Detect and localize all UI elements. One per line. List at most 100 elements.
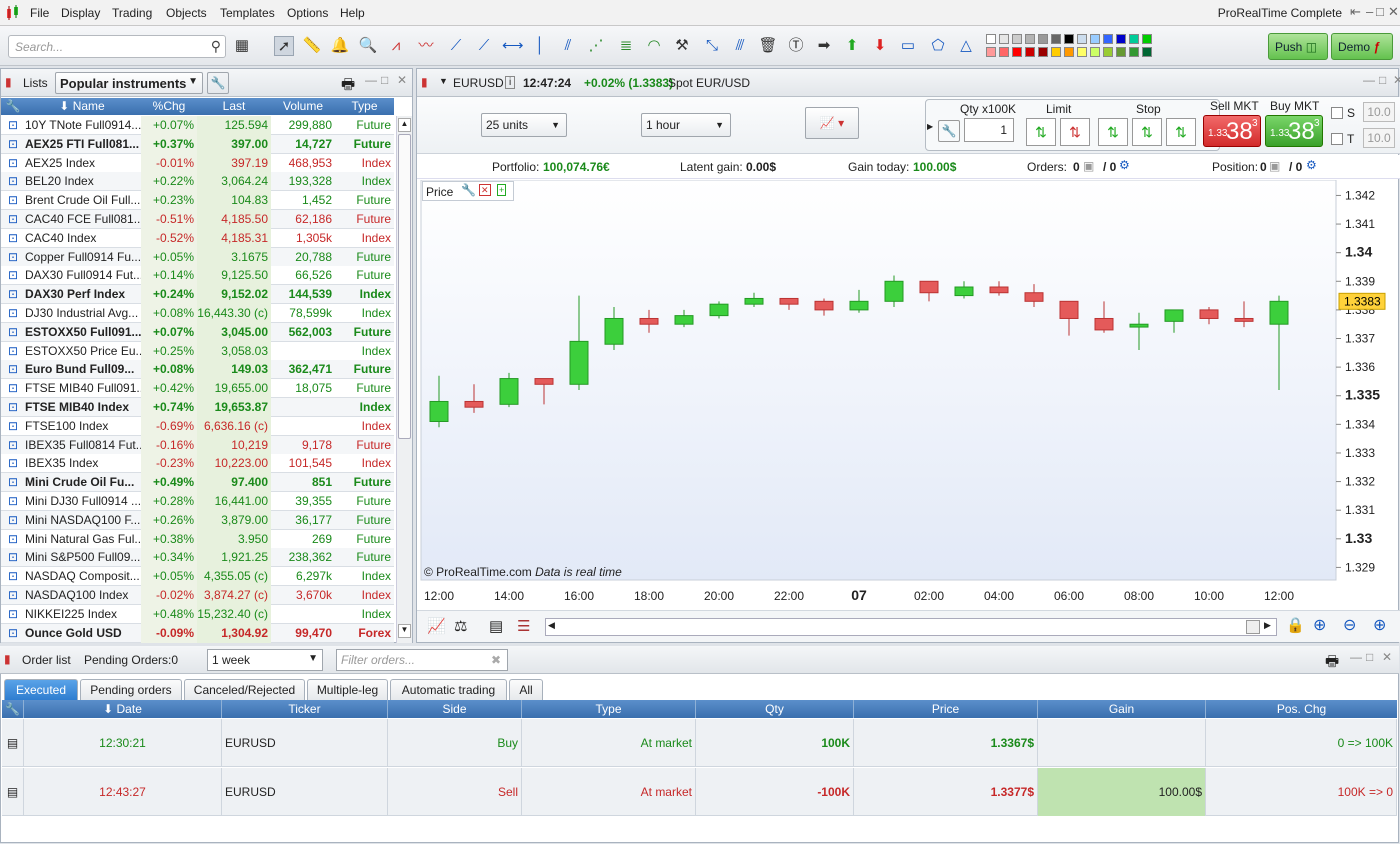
list-item[interactable]: ⊡ Brent Crude Oil Full... +0.23% 104.83 1,45…	[1, 191, 394, 211]
list-item[interactable]: ⊡ AEX25 Index -0.01% 397.19 468,953 Index	[1, 153, 394, 173]
close-panel-button[interactable]: ✕	[397, 73, 408, 87]
menu-display[interactable]: Display	[61, 6, 101, 20]
channel-icon[interactable]: ⫽	[564, 37, 572, 54]
maximize-window-button[interactable]: □	[1376, 4, 1384, 19]
color-swatch[interactable]	[1090, 34, 1100, 44]
push-button[interactable]: Push ◫	[1268, 33, 1328, 60]
arrows-icon[interactable]: ⤡	[705, 37, 718, 54]
list-item[interactable]: ⊡ Ounce Gold USD -0.09% 1,304.92 99,470 Forex	[1, 623, 394, 643]
tab-canceled-rejected[interactable]: Canceled/Rejected	[184, 679, 305, 700]
stop-buy-button[interactable]: ⇅	[1098, 118, 1128, 146]
list-item[interactable]: ⊡ ESTOXX50 Price Eu... +0.25% 3,058.03 Index	[1, 341, 394, 361]
list-item[interactable]: ⊡ ESTOXX50 Full091... +0.07% 3,045.00 562,00…	[1, 322, 394, 342]
column-chg[interactable]: %Chg	[152, 99, 186, 113]
column-last[interactable]: Last	[222, 99, 246, 113]
arrow-right-icon[interactable]: ➡	[817, 37, 831, 54]
color-swatch[interactable]	[1090, 47, 1100, 57]
list-item[interactable]: ⊡ DAX30 Perf Index +0.24% 9,152.02 144,539 In…	[1, 285, 394, 305]
list-item[interactable]: ⊡ 10Y TNote Full0914... +0.07% 125.594 299,8…	[1, 116, 394, 135]
list-selector-dropdown[interactable]: Popular instruments ▼	[55, 72, 203, 94]
pattern-icon[interactable]: ⋰	[588, 37, 604, 54]
color-swatch[interactable]	[1051, 47, 1061, 57]
menu-objects[interactable]: Objects	[166, 6, 207, 20]
scroll-up-button[interactable]: ▲	[398, 118, 411, 132]
maximize-panel-button[interactable]: □	[1379, 73, 1387, 87]
t-checkbox[interactable]	[1331, 133, 1343, 145]
color-swatch[interactable]	[1012, 47, 1022, 57]
tab-all[interactable]: All	[509, 679, 543, 700]
zigzag-icon[interactable]: ⩘	[391, 37, 401, 54]
timeframe-dropdown[interactable]: 1 hour ▼	[641, 113, 731, 137]
color-swatch[interactable]	[1025, 47, 1035, 57]
color-swatch[interactable]	[1064, 34, 1074, 44]
trend-icon[interactable]: 〰	[418, 37, 434, 54]
list-item[interactable]: ⊡ IBEX35 Full0814 Fut... -0.16% 10,219 9,178…	[1, 435, 394, 455]
column-gain[interactable]: Gain	[1038, 700, 1206, 718]
column-type[interactable]: Type	[351, 99, 378, 113]
chart-window-icon[interactable]: ▦	[234, 37, 250, 54]
list-item[interactable]: ⊡ Mini S&P500 Full09... +0.34% 1,921.25 238,…	[1, 548, 394, 568]
limit-sell-button[interactable]: ⇅	[1060, 118, 1090, 146]
zoom-fit-icon[interactable]: ⊕	[1313, 617, 1327, 634]
indicators-icon[interactable]: ⚖	[454, 618, 468, 635]
close-indicator-icon[interactable]: ✕	[479, 184, 491, 196]
color-swatch[interactable]	[1064, 47, 1074, 57]
color-swatch[interactable]	[1142, 34, 1152, 44]
collapse-arrow-icon[interactable]: ▶	[927, 122, 934, 131]
list-item[interactable]: ⊡ DJ30 Industrial Avg... +0.08% 16,443.30 (…	[1, 304, 394, 323]
print-icon[interactable]: 🖶	[1325, 653, 1340, 670]
column-price[interactable]: Price	[854, 700, 1038, 718]
qty-input[interactable]: 1	[964, 118, 1014, 142]
position-doc-icon[interactable]: ▣	[1269, 159, 1281, 173]
color-swatch[interactable]	[1116, 34, 1126, 44]
column-ticker[interactable]: Ticker	[222, 700, 388, 718]
maximize-panel-button[interactable]: □	[381, 73, 389, 87]
demo-button[interactable]: Demo ƒ	[1331, 33, 1393, 60]
add-indicator-icon[interactable]: +	[497, 184, 507, 196]
ruler-icon[interactable]: 📏	[302, 37, 322, 54]
column-volume[interactable]: Volume	[282, 99, 324, 113]
scroll-left-button[interactable]: ◀	[548, 620, 555, 630]
gears-icon[interactable]: ⚙	[1306, 158, 1317, 172]
trash-icon[interactable]: 🗑	[758, 37, 778, 54]
screener-icon[interactable]: ☰	[517, 618, 531, 635]
filter-orders-input[interactable]: Filter orders... ✖	[336, 649, 508, 671]
list-item[interactable]: ⊡ IBEX35 Index -0.23% 10,223.00 101,545 Index	[1, 454, 394, 474]
list-item[interactable]: ⊡ NASDAQ Composit... +0.05% 4,355.05 (c) 6,2…	[1, 567, 394, 587]
t-input[interactable]: 10.0	[1363, 128, 1395, 148]
wrench-icon[interactable]: 🔧	[461, 183, 476, 197]
list-item[interactable]: ⊡ Mini DJ30 Full0914 ... +0.28% 16,441.00 39…	[1, 492, 394, 511]
list-item[interactable]: ⊡ NASDAQ100 Index -0.02% 3,874.27 (c) 3,670k…	[1, 586, 394, 605]
list-item[interactable]: ⊡ Mini Natural Gas Ful... +0.38% 3.950 269 Fu…	[1, 529, 394, 549]
ray-icon[interactable]: ⟋	[478, 37, 490, 54]
menu-file[interactable]: File	[30, 6, 50, 20]
menu-trading[interactable]: Trading	[112, 6, 153, 20]
zoom-in-icon[interactable]: ⊕	[1373, 617, 1387, 634]
menu-templates[interactable]: Templates	[220, 6, 275, 20]
tools-icon[interactable]: ⚒	[675, 37, 689, 54]
menu-options[interactable]: Options	[287, 6, 329, 20]
list-item[interactable]: ⊡ Euro Bund Full09... +0.08% 149.03 362,471 F…	[1, 360, 394, 380]
polygon-icon[interactable]: ⬠	[931, 37, 945, 54]
color-swatch[interactable]	[1038, 47, 1048, 57]
minimize-panel-button[interactable]: —	[365, 73, 377, 87]
arrow-down-icon[interactable]: ⬇	[873, 37, 887, 54]
triangle-icon[interactable]: △	[960, 37, 972, 54]
buy-market-button[interactable]: 1.33 38 3	[1265, 115, 1323, 147]
scroll-right-button[interactable]: ▶	[1264, 620, 1271, 630]
wrench-icon[interactable]: 🔧	[938, 120, 960, 142]
print-icon[interactable]: 🖶	[341, 76, 356, 93]
list-item[interactable]: ⊡ CAC40 Index -0.52% 4,185.31 1,305k Index	[1, 228, 394, 248]
clear-icon[interactable]: ✖	[490, 653, 501, 667]
table-row[interactable]	[2, 719, 1397, 767]
add-chart-icon[interactable]: 📈	[427, 618, 446, 635]
line-icon[interactable]: ⟋	[450, 37, 462, 54]
stop-sell-button[interactable]: ⇅	[1166, 118, 1196, 146]
close-panel-button[interactable]: ✕	[1393, 73, 1400, 87]
color-swatch[interactable]	[1025, 34, 1035, 44]
list-item[interactable]: ⊡ BEL20 Index +0.22% 3,064.24 193,328 Index	[1, 172, 394, 192]
close-panel-button[interactable]: ✕	[1382, 650, 1393, 664]
fibonacci-icon[interactable]: ≣	[619, 37, 633, 54]
tab-pending-orders[interactable]: Pending orders	[80, 679, 182, 700]
settings-icon[interactable]: 🔧	[2, 700, 24, 718]
